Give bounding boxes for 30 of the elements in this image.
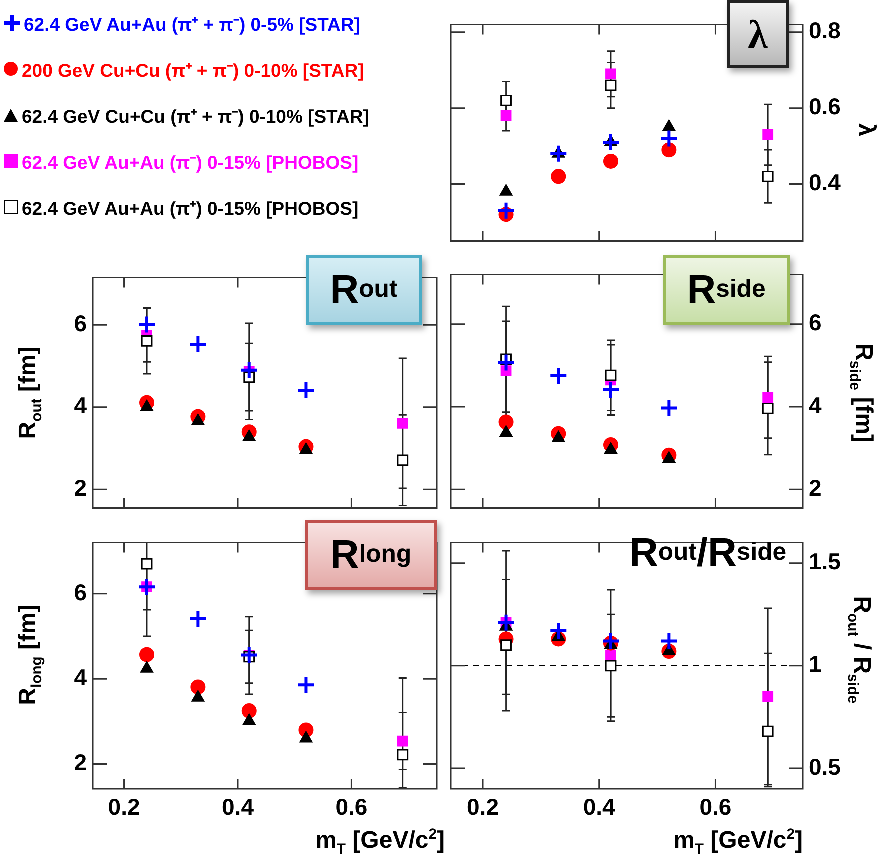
x-tick-label: 0.2 bbox=[108, 794, 140, 820]
y-tick-label: 6 bbox=[74, 579, 87, 606]
x-tick-label: 0.4 bbox=[583, 794, 616, 820]
chart-title: λ bbox=[727, 0, 789, 68]
y-tick-label: 1.5 bbox=[809, 548, 842, 575]
y-tick-label: 2 bbox=[74, 750, 87, 776]
y-tick-label: 1 bbox=[809, 651, 822, 678]
legend-label: 62.4 GeV Au+Au (π⁺) 0-15% [PHOBOS] bbox=[22, 196, 359, 220]
legend-label: 62.4 GeV Au+Au (π⁺ + π⁻) 0-5% [STAR] bbox=[24, 12, 360, 36]
legend-label: 62.4 GeV Cu+Cu (π⁺ + π⁻) 0-10% [STAR] bbox=[22, 104, 370, 128]
x-axis-title: m$_{T}$ [GeV/c$^{2}$] bbox=[674, 827, 803, 856]
x-tick-label: 0.2 bbox=[467, 794, 499, 820]
x-tick-label: 0.4 bbox=[222, 794, 254, 820]
y-tick-label: 0.4 bbox=[809, 170, 842, 196]
y-tick-label: 4 bbox=[809, 392, 822, 418]
y-tick-label: 0.5 bbox=[809, 754, 842, 780]
y-tick-label: 0.6 bbox=[809, 94, 841, 120]
y-axis-title: λ bbox=[852, 123, 880, 137]
x-tick-label: 0.6 bbox=[700, 794, 732, 820]
y-tick-label: 4 bbox=[74, 664, 88, 690]
y-tick-label: 2 bbox=[809, 474, 822, 501]
y-tick-label: 6 bbox=[809, 310, 822, 336]
y-tick-label: 0.8 bbox=[809, 18, 842, 44]
y-tick-label: 4 bbox=[74, 392, 88, 419]
y-tick-label: 6 bbox=[74, 310, 87, 336]
x-tick-label: 0.6 bbox=[336, 794, 368, 820]
x-axis-title: m$_{T}$ [GeV/c$^{2}$] bbox=[316, 827, 445, 856]
legend-label: 200 GeV Cu+Cu (π⁺ + π⁻) 0-10% [STAR] bbox=[22, 58, 364, 82]
legend-label: 62.4 GeV Au+Au (π⁻) 0-15% [PHOBOS] bbox=[22, 150, 359, 174]
y-tick-label: 2 bbox=[74, 475, 87, 502]
